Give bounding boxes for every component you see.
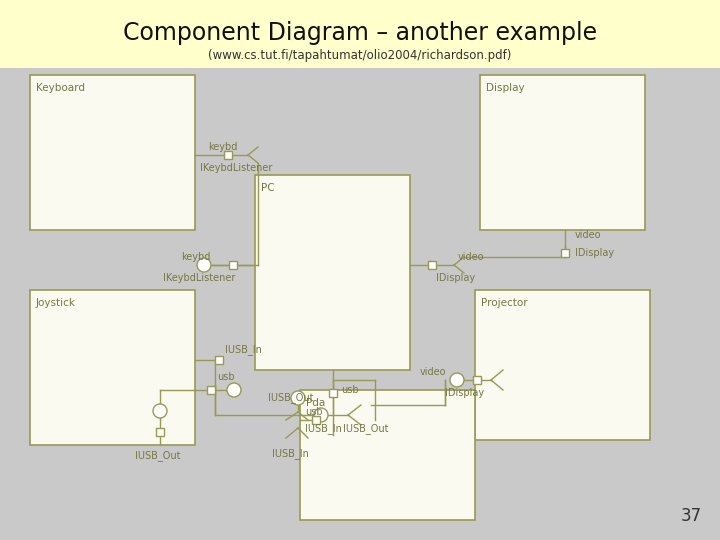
Text: Pda: Pda	[306, 398, 325, 408]
Circle shape	[450, 373, 464, 387]
Text: Keyboard: Keyboard	[36, 83, 85, 93]
Bar	[428, 261, 436, 269]
Circle shape	[153, 404, 167, 418]
Text: (www.cs.tut.fi/tapahtumat/olio2004/richardson.pdf): (www.cs.tut.fi/tapahtumat/olio2004/richa…	[208, 50, 512, 63]
Bar	[207, 386, 215, 394]
Text: IUSB_Out: IUSB_Out	[135, 450, 181, 461]
Text: IDisplay: IDisplay	[575, 248, 614, 258]
Circle shape	[291, 391, 305, 405]
Text: Component Diagram – another example: Component Diagram – another example	[123, 21, 597, 45]
Bar	[0, 0, 720, 68]
Bar	[33, 91, 192, 227]
Circle shape	[227, 383, 241, 397]
Text: video: video	[420, 367, 446, 377]
Text: video: video	[575, 230, 601, 240]
Circle shape	[314, 408, 328, 422]
Text: Projector: Projector	[481, 298, 528, 308]
Text: usb: usb	[305, 407, 323, 417]
Bar	[303, 406, 472, 517]
Text: IUSB_In: IUSB_In	[272, 448, 309, 459]
Bar	[224, 151, 232, 159]
Text: keybd: keybd	[208, 142, 238, 152]
Text: PC: PC	[261, 183, 274, 193]
Text: Display: Display	[486, 83, 525, 93]
Text: video: video	[458, 252, 485, 262]
Text: IUSB_Out: IUSB_Out	[343, 423, 389, 434]
Text: 37: 37	[681, 507, 702, 525]
Bar	[229, 261, 237, 269]
Bar	[30, 75, 195, 230]
Bar	[475, 290, 650, 440]
Bar	[473, 376, 481, 384]
Bar	[33, 306, 192, 442]
Bar	[480, 75, 645, 230]
Text: IDisplay: IDisplay	[436, 273, 475, 283]
Bar	[156, 428, 164, 436]
Bar	[258, 191, 407, 367]
Bar	[329, 389, 337, 397]
Text: IKeybdListener: IKeybdListener	[163, 273, 235, 283]
Bar	[483, 91, 642, 227]
Bar	[300, 390, 475, 520]
Text: IUSB_Out: IUSB_Out	[268, 393, 313, 403]
Bar	[255, 175, 410, 370]
Circle shape	[197, 258, 211, 272]
Text: keybd: keybd	[181, 252, 210, 262]
Text: IUSB_In: IUSB_In	[305, 423, 342, 434]
Text: usb: usb	[341, 385, 359, 395]
Bar	[215, 356, 223, 364]
Text: IUSB_In: IUSB_In	[225, 344, 262, 355]
Bar	[561, 249, 569, 257]
Bar	[30, 290, 195, 445]
Text: IKeybdListener: IKeybdListener	[200, 163, 272, 173]
Text: Joystick: Joystick	[36, 298, 76, 308]
Bar	[478, 306, 647, 437]
Text: IDisplay: IDisplay	[445, 388, 484, 398]
Bar	[312, 416, 320, 424]
Text: usb: usb	[217, 372, 235, 382]
